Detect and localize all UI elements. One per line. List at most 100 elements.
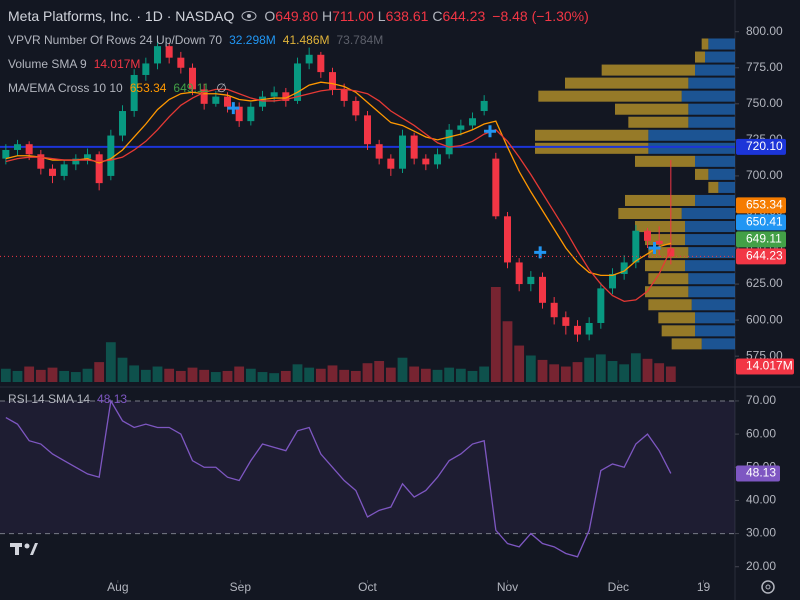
volume-bar: [630, 353, 641, 382]
candle-body: [189, 67, 196, 90]
candle-body: [329, 72, 336, 90]
cross-marker: [484, 125, 496, 138]
volume-bar: [654, 363, 665, 382]
candle-body: [305, 54, 313, 64]
candle-body: [445, 129, 453, 155]
logo: [10, 543, 38, 555]
eye-icon[interactable]: [241, 10, 257, 22]
volume-bar: [0, 368, 11, 382]
candle-body: [574, 325, 581, 335]
price-tag-bg: [736, 231, 786, 248]
vpvr-up: [688, 103, 735, 115]
y-tick-label: 800.00: [746, 24, 783, 38]
volume-tag-bg: [736, 358, 794, 375]
candle-body: [539, 276, 546, 303]
x-tick-label: Nov: [497, 580, 518, 594]
candle-body: [609, 273, 616, 289]
volume-bar: [245, 368, 256, 382]
vpvr-up: [705, 51, 735, 63]
candle-body: [399, 135, 406, 169]
y-tick-label: 30.00: [746, 526, 776, 540]
y-tick-label: 775.00: [746, 60, 783, 74]
indicator-value: 649.11: [173, 81, 210, 95]
vpvr-down: [645, 234, 685, 246]
indicator-legend[interactable]: VPVR Number Of Rows 24 Up/Down 70 32.298M…: [8, 33, 383, 47]
volume-bar: [315, 368, 326, 382]
vpvr-down: [695, 168, 709, 180]
candle-body: [562, 317, 570, 326]
candle-body: [37, 154, 45, 169]
candle-body: [142, 63, 150, 75]
volume-bar: [327, 365, 338, 382]
vpvr-down: [645, 286, 689, 298]
candle-body: [235, 106, 243, 122]
indicator-value: 14.017M: [93, 57, 141, 71]
volume-bar: [234, 366, 245, 382]
vpvr-down: [635, 221, 685, 233]
volume-bar: [35, 369, 46, 382]
indicator-value: 41.486M: [282, 33, 330, 47]
candle-body: [504, 216, 511, 263]
candle-body: [177, 57, 185, 68]
y-tick-label: 20.00: [746, 559, 776, 573]
ohlc-key: H: [322, 8, 333, 24]
candle-body: [200, 89, 208, 104]
indicator-legend[interactable]: RSI 14 SMA 14 48.13: [8, 392, 127, 406]
candle-body: [224, 96, 231, 107]
price-tag: 653.34: [746, 198, 783, 212]
volume-bar: [665, 366, 676, 382]
candle-body: [410, 135, 418, 159]
y-tick-label: 750.00: [746, 96, 783, 110]
vpvr-down: [701, 38, 709, 50]
settings-icon[interactable]: [761, 580, 775, 594]
vpvr-down: [628, 116, 689, 128]
candle-body: [644, 230, 651, 241]
volume-bar: [152, 366, 163, 382]
symbol-header: Meta Platforms, Inc. · 1D · NASDAQ O649.…: [8, 8, 589, 24]
y-tick-label: 60.00: [746, 426, 776, 440]
volume-bar: [607, 361, 618, 382]
vpvr-down: [615, 103, 689, 115]
vpvr-down: [708, 181, 719, 193]
candle-body: [107, 135, 115, 176]
volume-bar: [362, 363, 373, 382]
candle-body: [317, 54, 325, 73]
volume-bar: [572, 362, 583, 382]
indicator-legend[interactable]: Volume SMA 9 14.017M: [8, 57, 140, 71]
vpvr-up: [685, 260, 735, 272]
vpvr-down: [695, 51, 705, 63]
candle-body: [527, 276, 535, 285]
vpvr-up: [685, 221, 735, 233]
vpvr-up: [691, 299, 735, 311]
volume-bar: [455, 368, 466, 382]
volume-bar: [467, 370, 478, 382]
ohlc-value: 649.80: [275, 8, 319, 24]
indicator-value: 48.13: [97, 392, 128, 406]
volume-bar: [292, 364, 303, 382]
y-tick-label: 625.00: [746, 276, 783, 290]
candle-body: [49, 168, 56, 176]
candle-body: [154, 46, 161, 64]
price-tag-bg: [736, 248, 786, 265]
volume-bar: [584, 357, 595, 382]
indicator-legend[interactable]: MA/EMA Cross 10 10 653.34 649.11 ∅: [8, 81, 227, 95]
volume-bar: [444, 367, 455, 382]
candle-body: [457, 125, 465, 130]
vpvr-up: [708, 38, 735, 50]
candle-body: [95, 154, 103, 184]
candle-body: [60, 164, 68, 176]
candle-body: [340, 89, 348, 101]
volume-bar: [47, 367, 58, 382]
indicator-label: Volume SMA 9: [8, 57, 87, 71]
vpvr-up: [685, 234, 735, 246]
vpvr-up: [681, 90, 735, 102]
volume-bar: [70, 372, 81, 382]
price-tag: 650.41: [746, 215, 783, 229]
candle-body: [655, 240, 663, 245]
volume-bar: [397, 357, 408, 382]
ohlc-key: L: [377, 8, 386, 24]
vpvr-up: [681, 207, 735, 220]
vpvr-up: [708, 168, 735, 180]
candle-body: [515, 262, 523, 285]
